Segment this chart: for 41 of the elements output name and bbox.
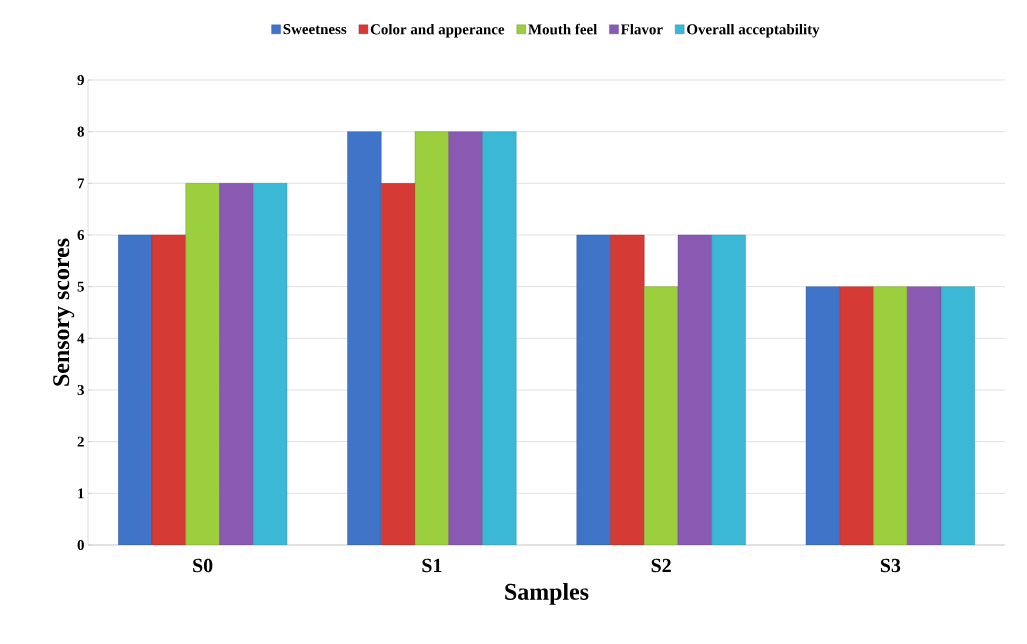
y-tick-label: 4	[77, 333, 85, 344]
legend-label: Mouth feel	[528, 23, 598, 35]
bar	[711, 234, 746, 545]
y-tick-label: 5	[77, 281, 84, 292]
bar	[940, 286, 975, 545]
legend-label: Color and apperance	[370, 23, 505, 38]
x-tick-label: S1	[422, 558, 442, 573]
bar	[185, 183, 220, 545]
bar	[414, 131, 449, 545]
bar	[151, 234, 186, 545]
bar	[677, 234, 712, 545]
bar	[381, 183, 416, 545]
y-tick-label: 7	[77, 178, 85, 189]
bar	[219, 183, 254, 545]
bar	[610, 234, 645, 545]
bar	[448, 131, 483, 545]
y-tick-label: 3	[77, 384, 84, 396]
y-tick-label: 8	[77, 126, 84, 137]
x-tick-label: S2	[651, 558, 671, 573]
bar	[347, 131, 382, 545]
bar	[839, 286, 874, 545]
y-tick-label: 1	[78, 488, 84, 499]
bar	[576, 234, 611, 545]
bar	[118, 234, 153, 545]
y-tick-label: 6	[77, 229, 85, 241]
legend-label: Overall acceptability	[687, 23, 820, 38]
bar	[873, 286, 908, 545]
bar	[907, 286, 942, 545]
y-tick-label: 2	[77, 436, 84, 447]
bar	[482, 131, 517, 545]
bar	[253, 183, 288, 545]
y-axis-title: Sensory scores	[53, 238, 75, 386]
x-tick-label: S3	[880, 558, 901, 573]
legend-label: Sweetness	[283, 24, 347, 35]
y-tick-label: 9	[77, 74, 84, 86]
y-tick-label: 0	[77, 539, 84, 551]
x-axis-title: Samples	[505, 583, 589, 605]
bar	[805, 286, 840, 545]
bar	[644, 286, 679, 545]
legend-label: Flavor	[620, 23, 663, 35]
x-tick-label: S0	[193, 558, 213, 573]
